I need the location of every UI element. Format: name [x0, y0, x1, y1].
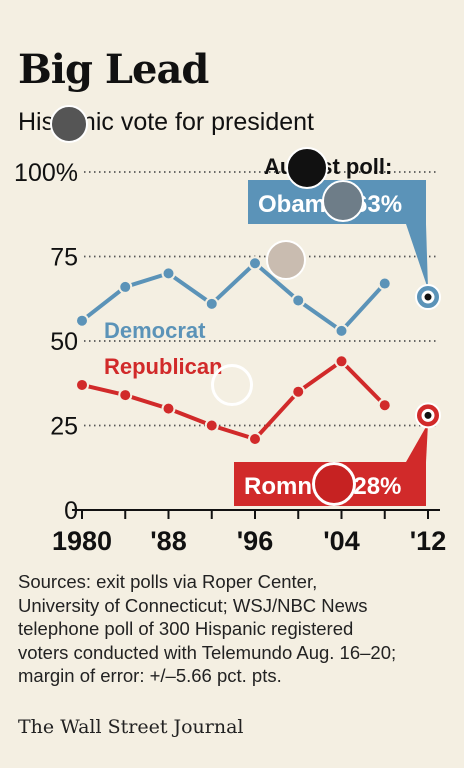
- data-point: [248, 256, 262, 271]
- sources-note: Sources: exit polls via Roper Center, Un…: [18, 570, 458, 688]
- data-point: [291, 293, 306, 308]
- sources-line: University of Connecticut; WSJ/NBC News: [18, 594, 368, 616]
- chart-title: Big Lead: [18, 46, 209, 93]
- data-point: [334, 323, 349, 338]
- data-point: [75, 313, 89, 328]
- sources-line: margin of error: +/–5.66 pct. pts.: [18, 665, 282, 686]
- x-tick-label: '04: [323, 526, 359, 556]
- sources-line: voters conducted with Telemundo Aug. 16–…: [18, 641, 397, 663]
- data-point: [75, 377, 89, 392]
- data-point: [204, 418, 219, 433]
- grey-blot: [322, 180, 364, 222]
- line-chart: 0 25 50 75 100% 1980 '88 '96 '04 '12 Democrat Rep…: [14, 154, 446, 556]
- y-tick-label: 50: [50, 328, 78, 356]
- beige-blot: [266, 240, 306, 280]
- data-point: [118, 388, 133, 403]
- y-tick-label: 25: [50, 413, 78, 441]
- data-point: [377, 276, 392, 291]
- data-point: [291, 384, 306, 399]
- x-tick-label: '12: [410, 526, 446, 556]
- ring-blot: [211, 364, 253, 406]
- y-axis-tick-labels: 0 25 50 75 100%: [14, 159, 78, 525]
- poll-marker-dot: [424, 293, 432, 301]
- data-point: [161, 401, 176, 416]
- poll-pointer-democrat: [406, 224, 428, 290]
- data-point: [334, 354, 349, 369]
- y-tick-label: 75: [50, 244, 78, 272]
- y-tick-label: 100%: [14, 159, 78, 187]
- poll-marker-dot: [424, 411, 432, 419]
- series-line: [80, 261, 387, 333]
- series-label: Republican: [104, 354, 223, 379]
- series-line: [81, 359, 387, 442]
- gridlines: [84, 171, 438, 427]
- x-tick-label: '96: [237, 526, 273, 556]
- y-tick-label: 0: [64, 497, 78, 525]
- black-blot: [286, 147, 328, 189]
- series-lines: Democrat Republican: [75, 256, 392, 447]
- series-label: Democrat: [104, 318, 206, 343]
- data-point: [118, 279, 133, 294]
- x-tick-label: 1980: [52, 526, 112, 556]
- data-point: [377, 398, 392, 413]
- data-point: [204, 296, 219, 311]
- grey-blot: [50, 105, 88, 143]
- x-axis: 1980 '88 '96 '04 '12: [52, 509, 446, 556]
- poll-heading: August poll:: [264, 154, 392, 179]
- poll-pointer-republican: [406, 423, 428, 462]
- sources-line: Sources: exit polls via Roper Center,: [18, 571, 318, 592]
- data-point: [161, 266, 176, 281]
- sources-line: telephone poll of 300 Hispanic registere…: [18, 618, 354, 639]
- red-blot: [312, 462, 356, 506]
- publication-credit: The Wall Street Journal: [18, 716, 244, 738]
- data-point: [248, 432, 262, 447]
- x-tick-label: '88: [150, 526, 186, 556]
